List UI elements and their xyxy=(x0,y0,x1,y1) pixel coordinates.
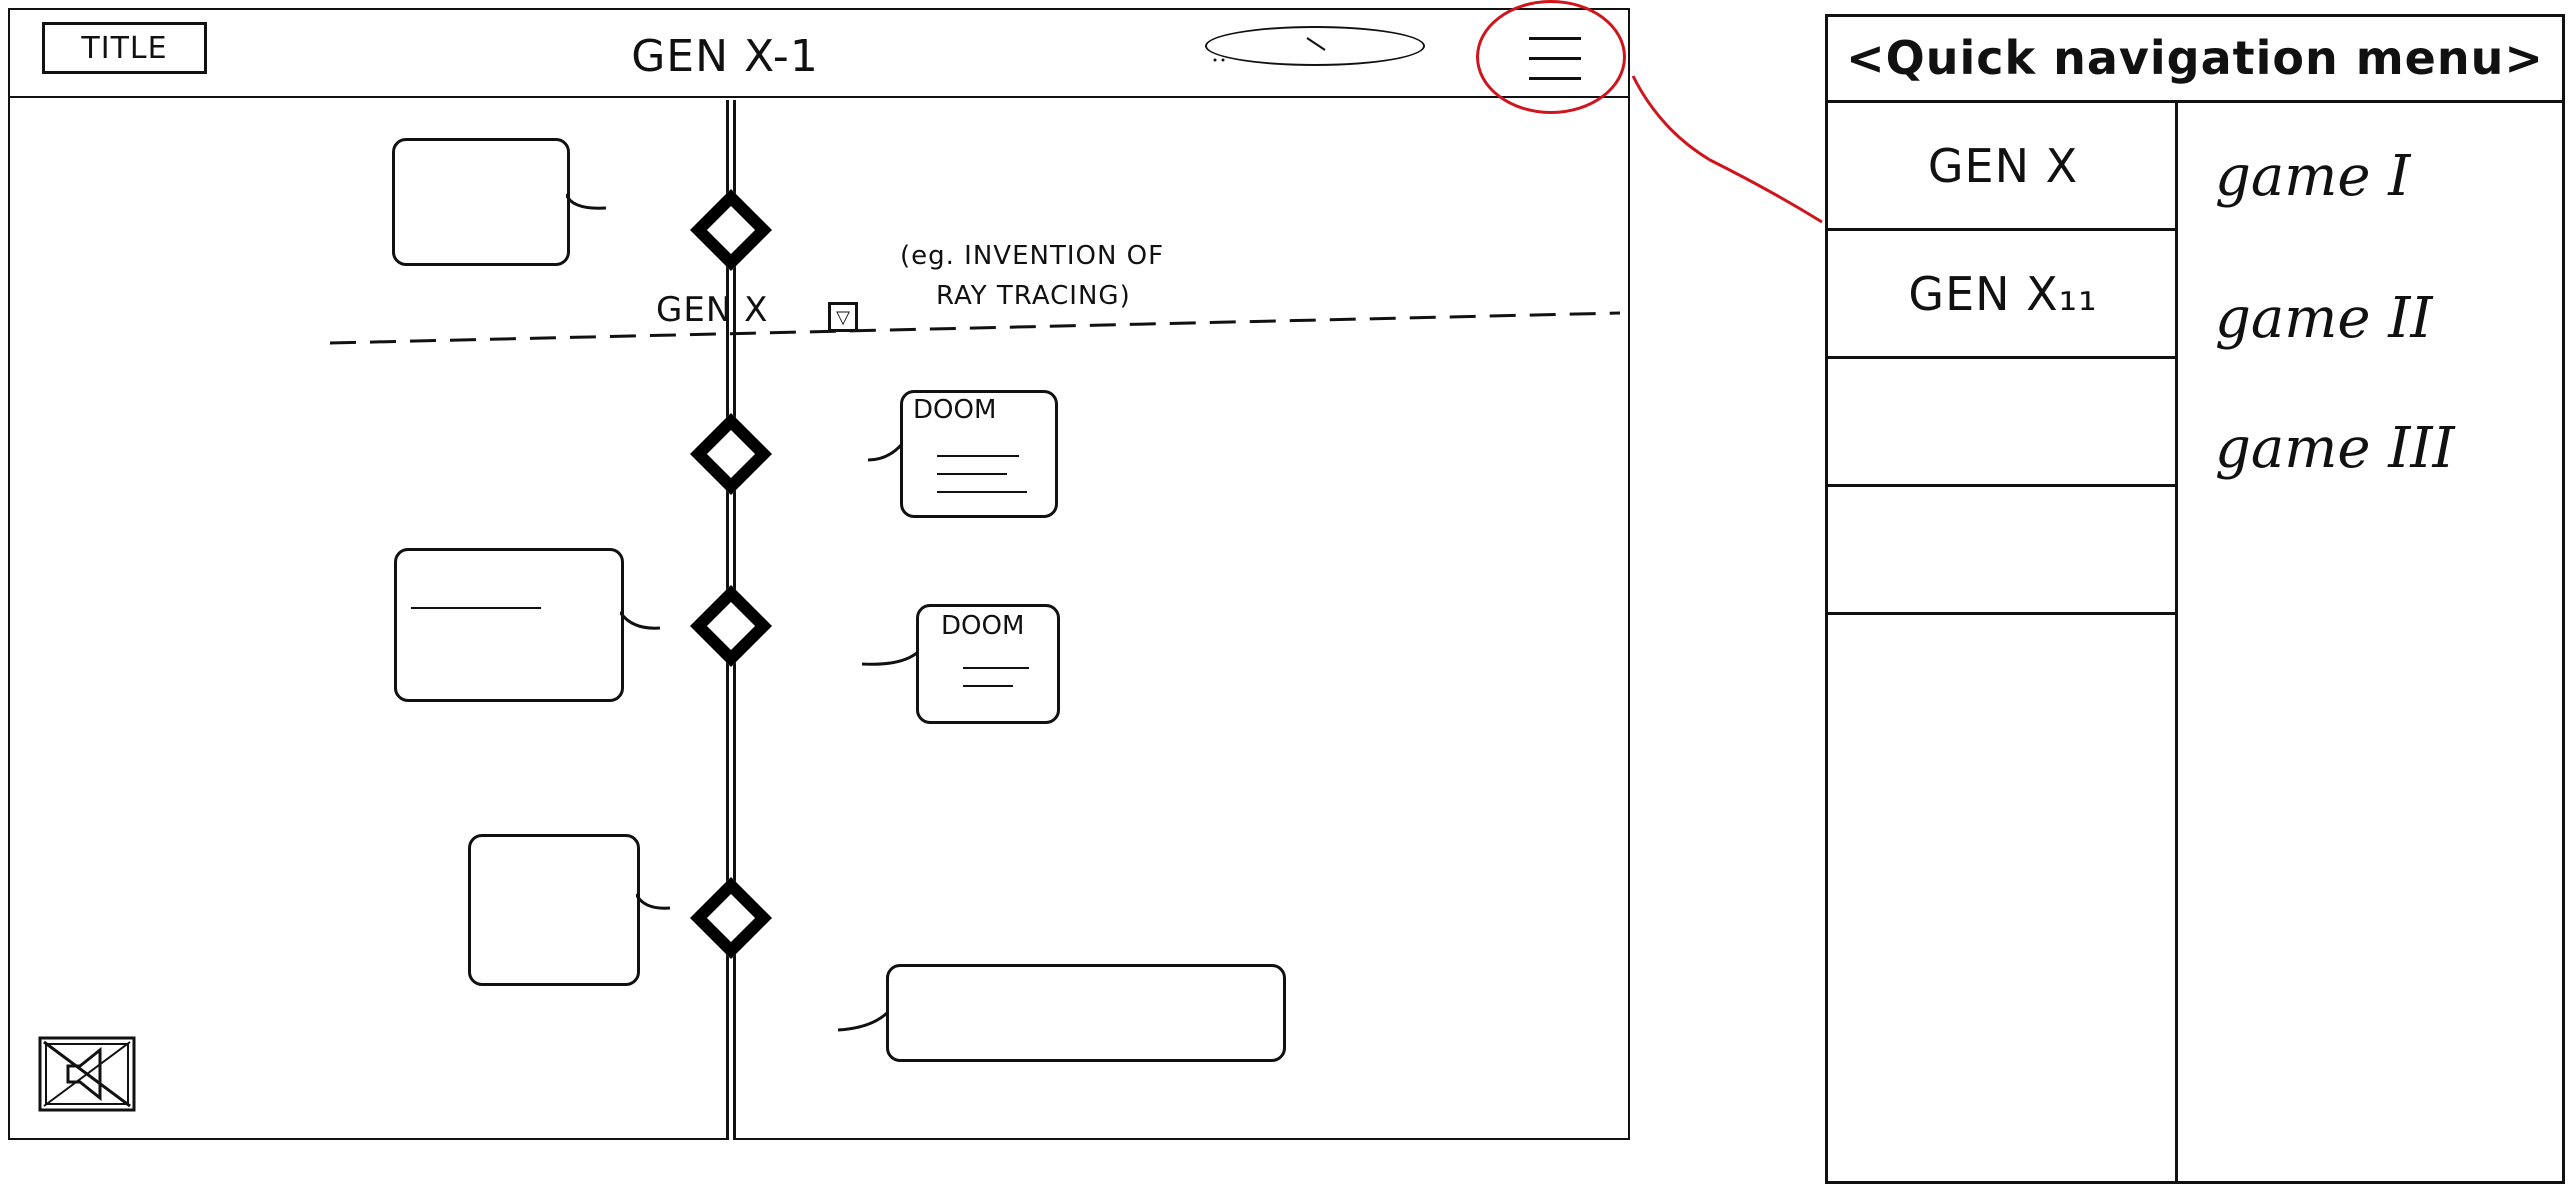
quick-nav-title-divider xyxy=(1825,100,2565,103)
event-card-left-1[interactable] xyxy=(392,138,570,266)
muted-speaker-icon xyxy=(38,1036,136,1112)
event-card-right-1[interactable]: DOOM xyxy=(900,390,1058,518)
event-card-right-3[interactable] xyxy=(886,964,1286,1062)
menu-button[interactable] xyxy=(1476,0,1626,114)
title-button[interactable]: TITLE xyxy=(42,22,207,74)
quick-navigation-panel xyxy=(1825,14,2565,1184)
annotation-arrow xyxy=(1631,75,1823,224)
mute-button[interactable] xyxy=(38,1034,136,1114)
era-label: GEN X xyxy=(656,290,769,330)
event-card-left-3[interactable] xyxy=(468,834,640,986)
era-note: (eg. INVENTION OF RAY TRACING) xyxy=(900,236,1260,326)
quick-nav-generation-4[interactable] xyxy=(1828,487,2178,615)
quick-nav-generation-1[interactable]: GEN X xyxy=(1828,103,2178,231)
chevron-down-icon: ▽ xyxy=(836,306,850,328)
event-card-title: DOOM xyxy=(913,395,997,425)
bubble-tail xyxy=(636,893,671,910)
header-divider xyxy=(8,96,1630,98)
quick-nav-game-3[interactable]: game III xyxy=(2215,415,2455,481)
bubble-tail xyxy=(620,611,661,630)
bubble-tail xyxy=(868,442,904,462)
quick-nav-game-1[interactable]: game I xyxy=(2215,143,2411,209)
era-divider-line xyxy=(329,311,1621,345)
quick-nav-game-2[interactable]: game II xyxy=(2215,285,2433,351)
event-card-right-2[interactable]: DOOM xyxy=(916,604,1060,724)
era-note-line-1: (eg. INVENTION OF xyxy=(900,241,1165,271)
event-card-title: DOOM xyxy=(941,611,1025,641)
era-note-line-2: RAY TRACING) xyxy=(936,281,1131,311)
quick-nav-generation-2[interactable]: GEN X₁₁ xyxy=(1828,231,2178,359)
bubble-tail xyxy=(862,650,919,666)
event-card-left-2[interactable] xyxy=(394,548,624,702)
main-wireframe-frame xyxy=(8,8,1630,1140)
quick-nav-title: <Quick navigation menu> xyxy=(1846,31,2544,85)
search-input[interactable] xyxy=(1205,26,1425,66)
bubble-tail xyxy=(566,193,607,210)
title-button-label: TITLE xyxy=(81,30,168,66)
bubble-tail xyxy=(838,1010,890,1032)
quick-nav-generation-3[interactable] xyxy=(1828,359,2178,487)
quick-nav-column-divider xyxy=(2175,100,2178,1184)
page-title: GEN X-1 xyxy=(631,30,819,82)
era-expand-toggle[interactable]: ▽ xyxy=(828,302,858,332)
search-icon xyxy=(1213,37,1326,62)
